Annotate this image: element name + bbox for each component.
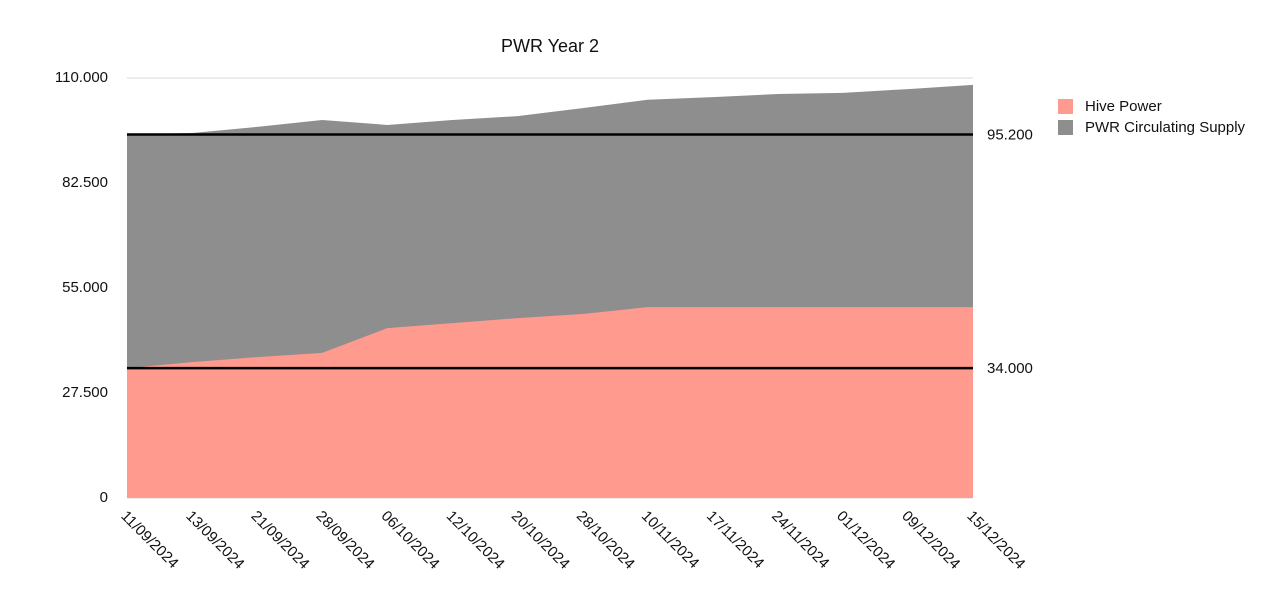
area: [127, 307, 973, 498]
x-tick-label: 15/12/2024: [963, 508, 1028, 573]
x-tick-label: 06/10/2024: [378, 508, 443, 573]
x-tick-label: 24/11/2024: [768, 508, 832, 572]
x-tick-label: 17/11/2024: [703, 508, 767, 572]
x-tick-label: 10/11/2024: [638, 508, 702, 572]
x-tick-label: 11/09/2024: [117, 508, 181, 572]
x-tick-label: 28/10/2024: [573, 508, 638, 573]
x-tick-label: 12/10/2024: [443, 508, 508, 573]
legend-label: PWR Circulating Supply: [1085, 119, 1246, 136]
areas: [127, 84, 973, 498]
y-tick-label: 27.500: [62, 384, 108, 401]
x-tick-label: 09/12/2024: [898, 508, 963, 573]
y-tick-label: 55.000: [62, 279, 108, 296]
x-tick-label: 21/09/2024: [248, 508, 313, 573]
x-tick-label: 13/09/2024: [182, 508, 247, 573]
reference-label: 34.000: [987, 360, 1033, 377]
y-tick-label: 110.000: [55, 69, 108, 86]
y-tick-label: 0: [100, 489, 108, 506]
chart-title: PWR Year 2: [501, 36, 599, 56]
reference-label: 95.200: [987, 126, 1033, 143]
legend-label: Hive Power: [1085, 98, 1162, 115]
y-tick-label: 82.500: [62, 174, 108, 191]
x-tick-label: 20/10/2024: [508, 508, 573, 573]
x-tick-label: 28/09/2024: [313, 508, 378, 573]
x-tick-label: 01/12/2024: [833, 508, 898, 573]
legend-swatch: [1058, 120, 1073, 135]
legend-swatch: [1058, 99, 1073, 114]
